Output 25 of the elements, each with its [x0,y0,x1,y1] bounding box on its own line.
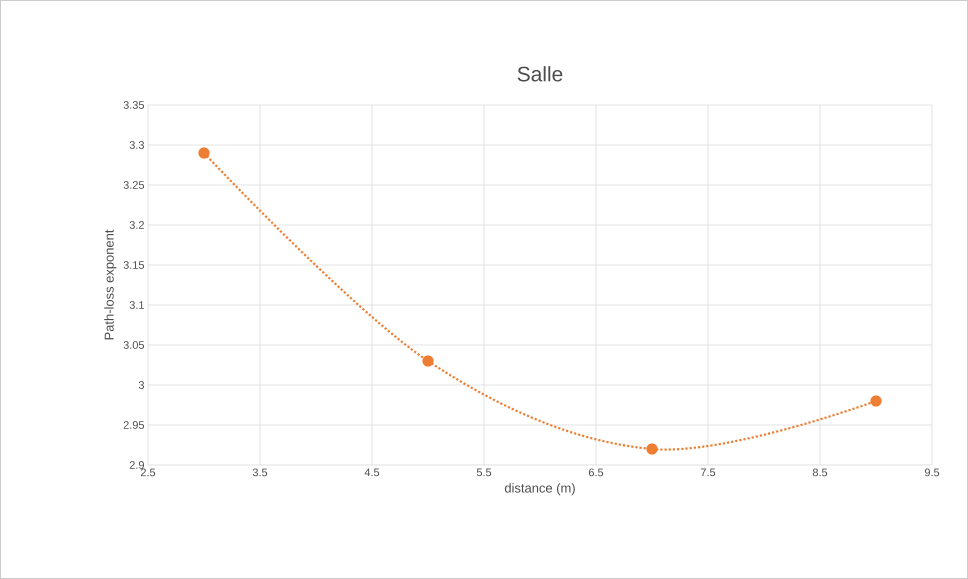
x-tick-label: 7.5 [700,468,716,476]
y-tick-label: 3.1 [130,301,144,309]
point [198,147,210,159]
x-tick-label: 2.5 [140,468,156,476]
y-axis-title: Path-loss exponent [104,230,116,340]
y-tick-label: 3 [138,381,144,389]
x-tick-label: 3.5 [252,468,268,476]
x-axis-title: distance (m) [504,483,575,496]
point [646,443,658,455]
chart-title: Salle [518,66,562,82]
x-tick-label: 4.5 [364,468,380,476]
y-tick-label: 3.15 [124,261,144,269]
point [422,355,434,367]
y-tick-label: 3.3 [130,141,144,149]
y-tick-label: 3.35 [124,101,144,109]
y-tick-label: 3.2 [130,221,144,229]
x-tick-label: 6.5 [588,468,604,476]
y-tick-label: 2.95 [124,421,144,429]
x-tick-label: 9.5 [924,468,940,476]
point [870,395,882,407]
y-tick-label: 2.9 [130,461,144,469]
y-tick-label: 3.05 [124,341,144,349]
x-tick-label: 8.5 [812,468,828,476]
y-tick-label: 3.25 [124,181,144,189]
x-tick-label: 5.5 [476,468,492,476]
